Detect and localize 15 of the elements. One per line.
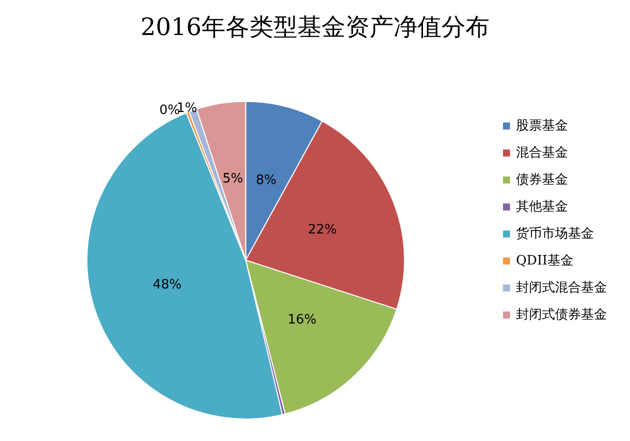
legend-label: 其他基金 (516, 200, 568, 214)
data-label: 8% (256, 172, 276, 188)
data-label: 5% (222, 171, 244, 186)
legend-label: 货币市场基金 (516, 226, 594, 242)
legend-label: 债券基金 (516, 172, 568, 188)
legend-label: 封闭式混合基金 (516, 280, 607, 296)
data-label: 16% (288, 312, 317, 328)
legend-label: 混合基金 (516, 146, 568, 160)
legend-label: 封闭式债券基金 (516, 308, 607, 322)
data-label: 22% (308, 222, 337, 238)
legend-label: 股票基金 (516, 118, 568, 134)
data-label: 0% (159, 103, 180, 118)
legend-label: QDII基金 (516, 254, 574, 268)
chart-title: 2016年各类型基金资产净值分布 (140, 13, 490, 41)
data-label: 48% (152, 278, 182, 293)
